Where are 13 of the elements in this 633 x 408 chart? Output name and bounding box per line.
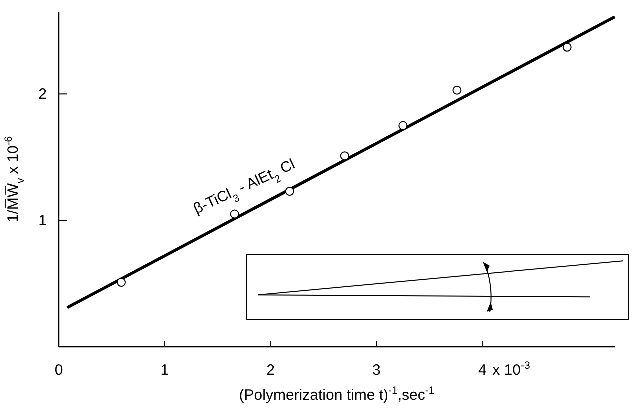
x-tick-label: 1 <box>160 362 170 379</box>
x-tick-label: 2 <box>266 362 275 379</box>
x-axis-title: (Polymerization time t)$^{-1}$,sec$^{-1}$ <box>239 385 435 404</box>
point <box>452 86 462 95</box>
point <box>116 278 126 288</box>
point <box>285 187 294 196</box>
point <box>562 42 572 52</box>
point <box>398 121 408 130</box>
text: x 10$^{-3}$ <box>492 360 530 379</box>
point <box>340 152 350 161</box>
x-tick-label: 0 <box>54 362 64 379</box>
x-tick-label: 4 <box>478 362 487 379</box>
x-tick-label: 3 <box>372 362 381 379</box>
